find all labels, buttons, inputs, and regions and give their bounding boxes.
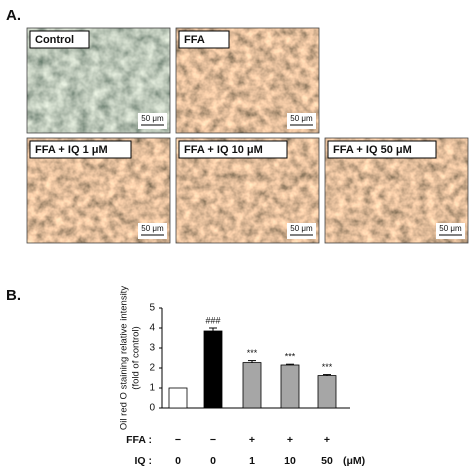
ffa-value: +	[249, 434, 255, 446]
ffa-label: FFA :	[126, 434, 152, 446]
panel-label: B.	[6, 287, 21, 304]
scale-label: 50 μm	[439, 224, 462, 233]
label-box	[29, 140, 132, 159]
scale-label: 50 μm	[290, 114, 313, 123]
unit-label: (μM)	[343, 455, 365, 467]
significance: ***	[285, 352, 296, 362]
ffa-value: +	[287, 434, 293, 446]
y-axis-label: Oil red O staining relative intensity	[119, 286, 130, 430]
scale-label: 50 μm	[141, 224, 164, 233]
label-box	[29, 30, 90, 49]
significance: ***	[247, 348, 258, 358]
bar	[203, 330, 223, 409]
y-tick-label: 5	[149, 303, 155, 314]
label-box	[327, 140, 437, 159]
y-tick-label: 4	[149, 323, 155, 334]
x-tick-label: 1	[249, 455, 255, 467]
micrograph-border	[175, 137, 320, 244]
x-tick-label: 10	[284, 455, 296, 467]
bar	[168, 387, 188, 409]
image-label: Control	[35, 34, 74, 46]
error-bar	[248, 360, 256, 363]
label-box	[178, 30, 230, 49]
ffa-value: −	[210, 434, 216, 446]
label-box	[178, 140, 288, 159]
image-label: FFA	[184, 34, 205, 46]
ffa-value: −	[175, 434, 181, 446]
scale-label: 50 μm	[290, 224, 313, 233]
y-tick-label: 0	[149, 403, 155, 414]
micrograph-border	[26, 137, 171, 244]
bar	[242, 362, 262, 409]
image-label: FFA + IQ 10 μM	[184, 144, 263, 156]
y-tick-label: 3	[149, 343, 155, 354]
bar	[317, 375, 337, 409]
y-axis-label: (fold of control)	[131, 326, 142, 389]
x-tick-label: 0	[210, 455, 216, 467]
image-label: FFA + IQ 1 μM	[35, 144, 108, 156]
bar	[280, 364, 300, 409]
micrograph-border	[324, 137, 469, 244]
error-bar	[209, 327, 217, 331]
image-label: FFA + IQ 50 μM	[333, 144, 412, 156]
x-tick-label: 0	[175, 455, 181, 467]
iq-label: IQ :	[135, 455, 153, 467]
panel-label: A.	[6, 7, 21, 24]
x-tick-label: 50	[321, 455, 333, 467]
micrograph-border	[26, 27, 171, 134]
significance: ###	[205, 315, 220, 325]
error-bar	[286, 363, 294, 365]
error-bar	[323, 374, 331, 376]
y-tick-label: 1	[149, 383, 155, 394]
scale-label: 50 μm	[141, 114, 164, 123]
ffa-value: +	[324, 434, 330, 446]
micrograph-border	[175, 27, 320, 134]
significance: ***	[322, 362, 333, 372]
y-tick-label: 2	[149, 363, 155, 374]
